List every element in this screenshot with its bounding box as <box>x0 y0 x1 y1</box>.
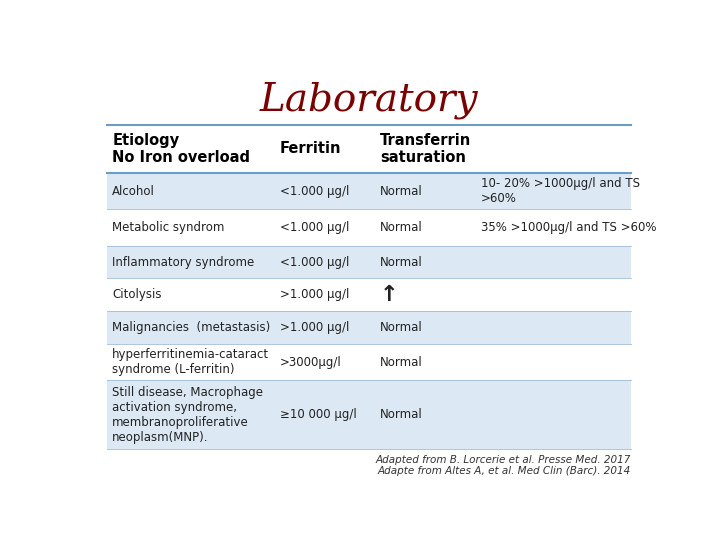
Text: ≥10 000 μg/l: ≥10 000 μg/l <box>280 408 356 421</box>
Bar <box>107 380 631 449</box>
Bar <box>107 173 631 210</box>
Bar <box>107 279 631 311</box>
Text: >1.000 μg/l: >1.000 μg/l <box>280 288 349 301</box>
Text: 10- 20% >1000μg/l and TS
>60%: 10- 20% >1000μg/l and TS >60% <box>481 177 639 205</box>
Bar <box>107 344 631 380</box>
Text: ↑: ↑ <box>380 285 399 305</box>
Text: Metabolic syndrom: Metabolic syndrom <box>112 221 225 234</box>
Bar <box>107 311 631 344</box>
Text: Inflammatory syndrome: Inflammatory syndrome <box>112 255 255 268</box>
Text: Laboratory: Laboratory <box>260 82 478 119</box>
Text: Normal: Normal <box>380 185 423 198</box>
Bar <box>107 125 631 173</box>
Text: Normal: Normal <box>380 255 423 268</box>
Text: <1.000 μg/l: <1.000 μg/l <box>280 255 349 268</box>
Text: >3000μg/l: >3000μg/l <box>280 356 341 369</box>
Text: Ferritin: Ferritin <box>280 141 341 157</box>
Bar <box>107 246 631 279</box>
Text: Malignancies  (metastasis): Malignancies (metastasis) <box>112 321 271 334</box>
Text: Still disease, Macrophage
activation syndrome,
membranoproliferative
neoplasm(MN: Still disease, Macrophage activation syn… <box>112 386 264 444</box>
Text: Normal: Normal <box>380 221 423 234</box>
Text: hyperferritinemia-cataract
syndrome (L-ferritin): hyperferritinemia-cataract syndrome (L-f… <box>112 348 269 376</box>
Text: <1.000 μg/l: <1.000 μg/l <box>280 185 349 198</box>
Text: Normal: Normal <box>380 356 423 369</box>
Bar <box>107 210 631 246</box>
Text: Normal: Normal <box>380 408 423 421</box>
Text: Etiology
No Iron overload: Etiology No Iron overload <box>112 133 251 165</box>
Text: Alcohol: Alcohol <box>112 185 156 198</box>
Text: Normal: Normal <box>380 321 423 334</box>
Text: <1.000 μg/l: <1.000 μg/l <box>280 221 349 234</box>
Text: 35% >1000μg/l and TS >60%: 35% >1000μg/l and TS >60% <box>481 221 656 234</box>
Text: Transferrin
saturation: Transferrin saturation <box>380 133 472 165</box>
Text: Citolysis: Citolysis <box>112 288 162 301</box>
Text: Adapted from B. Lorcerie et al. Presse Med. 2017
Adapte from Altes A, et al. Med: Adapted from B. Lorcerie et al. Presse M… <box>376 455 631 476</box>
Text: >1.000 μg/l: >1.000 μg/l <box>280 321 349 334</box>
